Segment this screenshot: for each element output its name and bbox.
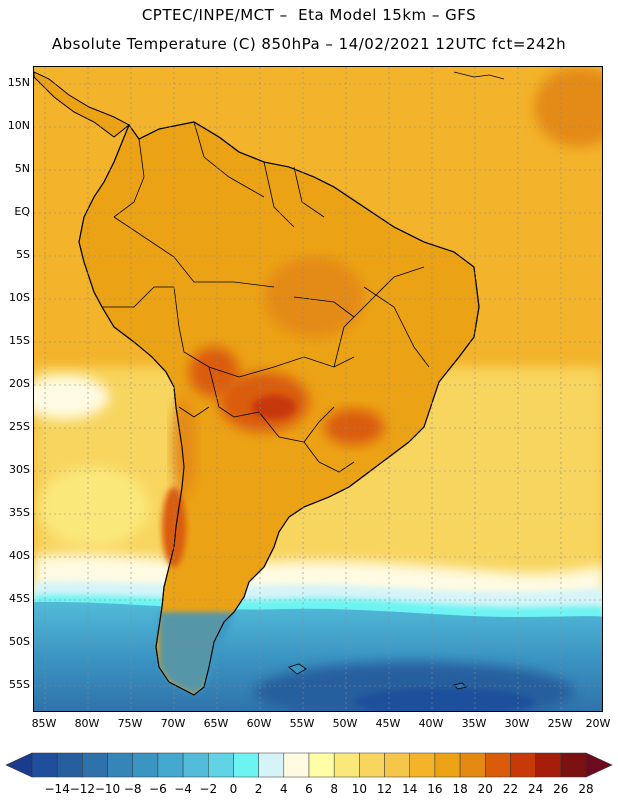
lat-label: EQ <box>14 205 30 218</box>
lon-label: 25W <box>547 717 573 730</box>
cold-core-deep <box>354 688 534 711</box>
colorbar-tick-label: −12 <box>69 782 96 796</box>
colorbar-tick-label: 22 <box>502 782 519 796</box>
colorbar-swatch <box>182 752 209 778</box>
colorbar-tick-label: 4 <box>279 782 288 796</box>
warm-amazon <box>264 257 364 337</box>
colorbar-swatch <box>283 752 310 778</box>
country-borders <box>102 121 430 473</box>
colorbar-above-arrow <box>585 752 613 778</box>
colorbar-swatch <box>409 752 436 778</box>
colorbar-tick-label: 18 <box>452 782 468 796</box>
colorbar-swatch <box>359 752 385 778</box>
colorbar-swatch <box>485 752 511 778</box>
colorbar-tick-label: 6 <box>305 782 313 796</box>
colorbar-swatch <box>56 752 83 778</box>
temperature-map[interactable] <box>33 66 603 712</box>
lat-label: 45S <box>9 592 30 605</box>
lon-label: 80W <box>74 717 100 730</box>
colorbar-swatch <box>333 752 360 778</box>
lon-label: 85W <box>31 717 57 730</box>
pacific-pale-patch <box>39 467 149 547</box>
colorbar-swatch <box>459 752 486 778</box>
colorbar-swatch <box>384 752 410 778</box>
colorbar-tick-label: −6 <box>149 782 167 796</box>
lon-label: 45W <box>375 717 401 730</box>
lon-label: 35W <box>461 717 487 730</box>
colorbar-swatch <box>258 752 285 778</box>
lon-label: 60W <box>246 717 272 730</box>
lon-label: 55W <box>289 717 315 730</box>
colorbar-tick-label: −4 <box>174 782 192 796</box>
caribbean-islands <box>453 71 505 80</box>
colorbar-tick-label: 14 <box>402 782 418 796</box>
lat-label: 35S <box>9 506 30 519</box>
colorbar-tick-label: 24 <box>527 782 544 796</box>
colorbar-tick-label: 16 <box>427 782 443 796</box>
heat-core-andes <box>172 397 196 497</box>
southern-tip-cool <box>159 612 234 695</box>
lon-label: 65W <box>203 717 229 730</box>
heat-core-max <box>252 395 296 419</box>
colorbar-tick-label: −10 <box>94 782 121 796</box>
colorbar-swatches <box>31 752 587 778</box>
colorbar-tick-label: 12 <box>376 782 393 796</box>
colorbar-swatch <box>107 752 133 778</box>
lon-label: 50W <box>332 717 358 730</box>
lat-label: 15S <box>9 334 30 347</box>
colorbar-tick-label: 2 <box>254 782 263 796</box>
colorbar-swatch <box>157 752 184 778</box>
heat-core-chaco <box>189 347 239 397</box>
colorbar-tick-label: 20 <box>477 782 493 796</box>
falkland-islands <box>288 663 307 675</box>
lat-label: 10S <box>9 291 30 304</box>
colorbar-tick-label: 26 <box>553 782 569 796</box>
lon-label: 70W <box>160 717 186 730</box>
colorbar-swatch <box>132 752 159 778</box>
pacific-cool-patch <box>34 375 109 419</box>
colorbar <box>5 752 613 778</box>
lat-label: 20S <box>9 377 30 390</box>
map-title: CPTEC/INPE/MCT – Eta Model 15km – GFS <box>141 6 477 24</box>
colorbar-tick-label: −14 <box>44 782 70 796</box>
colorbar-tick-label: 10 <box>351 782 367 796</box>
colorbar-swatch <box>208 752 234 778</box>
lon-label: 40W <box>418 717 444 730</box>
lat-label: 50S <box>9 635 30 648</box>
colorbar-below-arrow <box>5 752 33 778</box>
colorbar-swatch <box>233 752 259 778</box>
lat-label: 30S <box>9 463 30 476</box>
colorbar-swatch <box>82 752 108 778</box>
lon-label: 75W <box>117 717 143 730</box>
lat-label: 10N <box>7 119 30 132</box>
lon-label: 20W <box>585 717 611 730</box>
lat-label: 5S <box>16 248 30 261</box>
lat-label: 40S <box>9 549 30 562</box>
colorbar-swatch <box>308 752 335 778</box>
colorbar-swatch <box>535 752 562 778</box>
colorbar-tick-label: 8 <box>330 782 338 796</box>
lon-label: 30W <box>504 717 530 730</box>
colorbar-tick-label: −8 <box>123 782 142 796</box>
colorbar-swatch <box>434 752 461 778</box>
lat-label: 5N <box>14 162 30 175</box>
lat-label: 55S <box>9 678 30 691</box>
colorbar-tick-label: −2 <box>199 782 218 796</box>
map-subtitle: Absolute Temperature (C) 850hPa – 14/02/… <box>51 35 567 53</box>
colorbar-tick-label: 28 <box>578 782 594 796</box>
central-america <box>34 71 130 138</box>
colorbar-swatch <box>31 752 58 778</box>
colorbar-swatch <box>560 752 587 778</box>
graticule <box>34 67 602 711</box>
coastline <box>78 121 480 696</box>
colorbar-swatch <box>510 752 536 778</box>
heat-core-southbrazil <box>324 409 384 445</box>
colorbar-tick-label: 0 <box>229 782 238 796</box>
lat-label: 25S <box>9 420 30 433</box>
lat-label: 15N <box>7 76 30 89</box>
